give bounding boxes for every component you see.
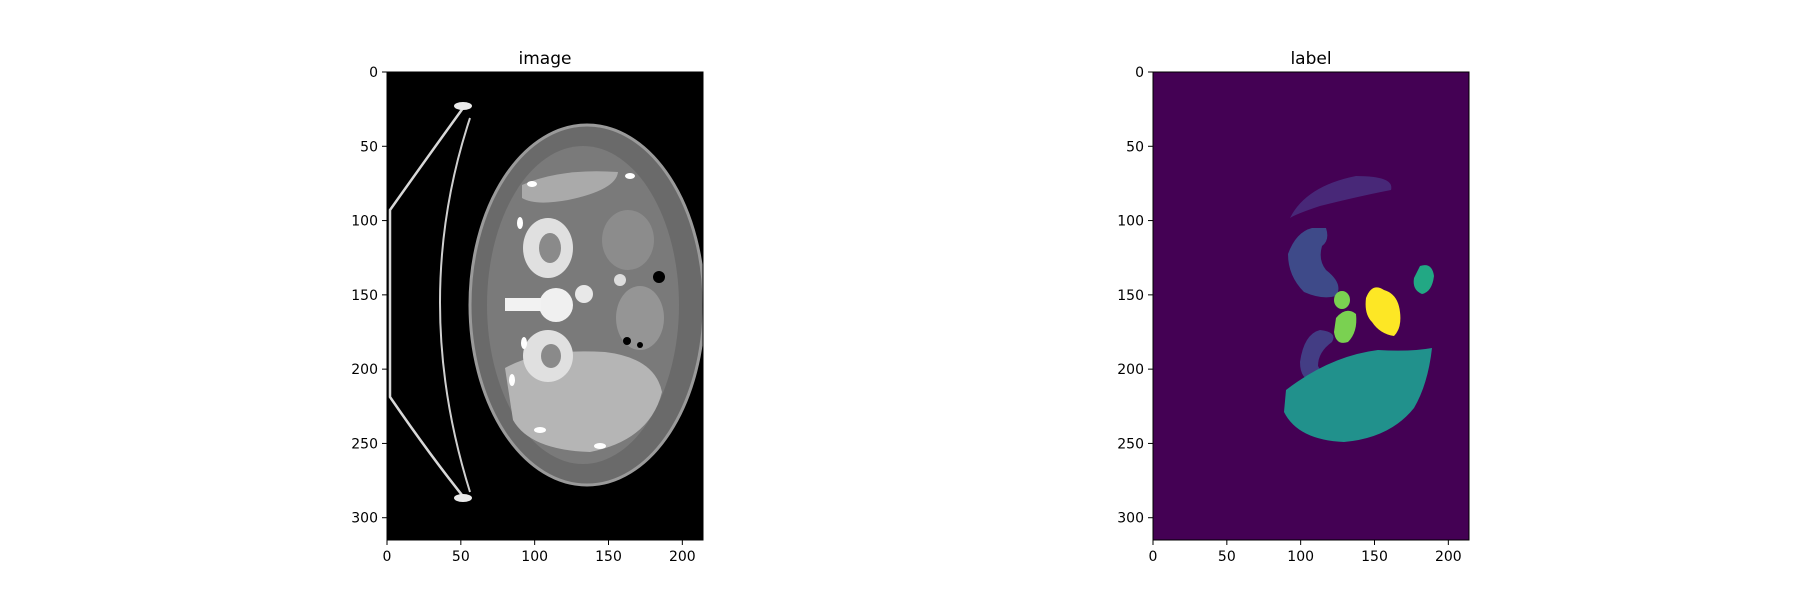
ytick-label-image: 0 [369,65,378,81]
label-blob-2 [1334,310,1357,343]
ct-spleen [522,171,618,203]
label-liver [1284,348,1432,442]
ct-aorta [575,285,593,303]
panel-image-title: image [519,49,572,69]
axes-frame-image [386,71,704,541]
panel-label-title: label [1290,49,1331,69]
label-kidney-lower [1300,330,1334,382]
xtick-label-label: 50 [1218,549,1236,565]
yticks-image: 0 50 100 150 200 250 300 [351,65,387,527]
xticks-image: 0 50 100 150 200 [383,540,696,565]
xtick-label-image: 200 [669,549,696,565]
ct-board-outer [388,103,468,501]
ct-board-inner [439,117,471,493]
xticks-label: 0 50 100 150 200 [1149,540,1462,565]
ytick-label-label: 0 [1135,65,1144,81]
ytick-label-image: 250 [351,436,378,452]
ct-image [387,72,703,540]
label-spleen [1290,176,1392,218]
xtick-label-image: 0 [383,549,392,565]
ytick-label-label: 250 [1117,436,1144,452]
ytick-label-image: 150 [351,288,378,304]
ytick-label-image: 50 [360,139,378,155]
ct-spinous-process [505,298,541,311]
ytick-label-image: 100 [351,214,378,230]
xtick-label-label: 200 [1435,549,1462,565]
label-aorta [1365,287,1401,336]
yticks-label: 0 50 100 150 200 250 300 [1117,65,1153,527]
xtick-label-label: 0 [1149,549,1158,565]
xtick-label-image: 50 [452,549,470,565]
ct-board-clip-bottom [454,494,472,502]
label-kidney-upper [1288,228,1339,298]
xtick-label-image: 150 [595,549,622,565]
label-small-organ [1413,265,1434,294]
xtick-label-image: 100 [521,549,548,565]
axes-frame-label [1152,71,1470,541]
label-background [1153,72,1469,540]
panel-image: image [351,49,704,565]
ytick-label-image: 200 [351,362,378,378]
ct-board-clip-top [454,102,472,110]
ct-vertebra [539,288,573,322]
xtick-label-label: 100 [1287,549,1314,565]
ct-bowel [602,210,654,270]
ytick-label-label: 150 [1117,288,1144,304]
ytick-label-label: 100 [1117,214,1144,230]
ytick-label-label: 300 [1117,511,1144,527]
ytick-label-image: 300 [351,511,378,527]
ytick-label-label: 200 [1117,362,1144,378]
label-map [1153,72,1469,540]
ytick-label-label: 50 [1126,139,1144,155]
panel-label: label 0 50 100 150 200 0 50 100 150 200 250 300 [1117,49,1470,565]
label-blob-1 [1334,291,1350,309]
xtick-label-label: 150 [1361,549,1388,565]
